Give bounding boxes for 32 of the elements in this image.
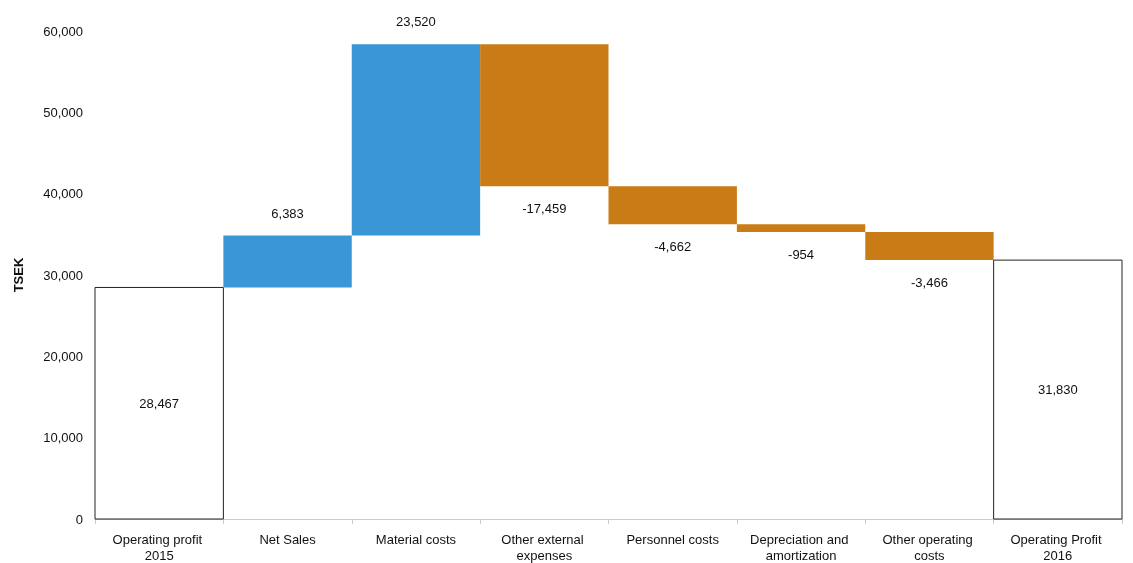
data-label: -3,466 xyxy=(911,275,948,291)
x-tick-label: Personnel costs xyxy=(626,531,720,547)
bar xyxy=(865,231,994,261)
y-axis-title: TSEK xyxy=(11,257,26,293)
y-tick-label: 0 xyxy=(75,511,83,527)
bar xyxy=(608,186,737,225)
y-tick-label: 50,000 xyxy=(43,104,83,120)
data-label: 6,383 xyxy=(271,205,304,221)
data-label: -954 xyxy=(788,246,815,262)
x-tick-label: Operating Profit 2016 xyxy=(1010,531,1106,563)
y-tick-label: 60,000 xyxy=(43,23,83,39)
x-tick-label: Other external expenses xyxy=(501,531,588,563)
bar xyxy=(351,44,481,236)
bar xyxy=(94,286,224,520)
y-tick-label: 10,000 xyxy=(43,430,83,446)
x-tick-label: Material costs xyxy=(375,531,457,547)
x-tick-label: Operating profit 2015 xyxy=(112,531,206,563)
x-tick-label: Depreciation and amortization xyxy=(750,531,853,563)
data-label: -4,662 xyxy=(654,239,692,255)
x-tick-label: Other operating costs xyxy=(882,531,977,563)
bar xyxy=(736,224,866,232)
y-tick-label: 40,000 xyxy=(43,186,83,202)
data-label: 28,467 xyxy=(139,395,180,411)
y-tick-label: 30,000 xyxy=(43,267,83,283)
bar xyxy=(223,235,352,288)
data-label: -17,459 xyxy=(522,201,567,217)
y-tick-label: 20,000 xyxy=(43,348,83,364)
data-label: 23,520 xyxy=(396,14,436,30)
bar xyxy=(993,259,1123,520)
bar xyxy=(480,44,609,187)
data-label: 31,830 xyxy=(1037,382,1078,398)
x-tick-label: Net Sales xyxy=(259,531,317,547)
